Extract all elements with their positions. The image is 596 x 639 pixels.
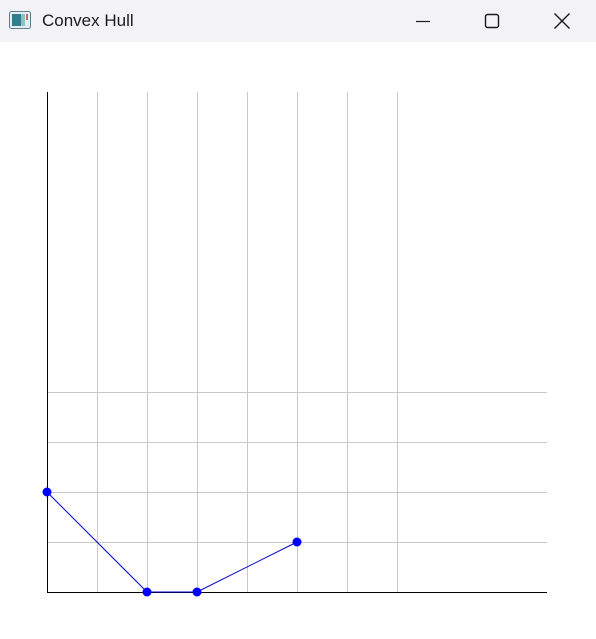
hull-point [192, 587, 202, 597]
title-bar[interactable]: Convex Hull [0, 0, 596, 42]
hull-point [142, 587, 152, 597]
maximize-button[interactable] [457, 0, 527, 42]
axis-layer [47, 92, 547, 593]
grid-layer [47, 92, 547, 592]
minimize-icon [416, 20, 430, 23]
close-icon [554, 13, 570, 29]
window-title: Convex Hull [42, 11, 134, 30]
close-button[interactable] [527, 0, 596, 42]
plot-canvas[interactable] [0, 42, 596, 639]
hull-layer [46, 491, 298, 593]
app-window-icon [9, 11, 31, 29]
hull-point [292, 537, 302, 547]
hull-line [46, 491, 298, 593]
convex-hull-plot [42, 92, 547, 597]
minimize-button[interactable] [388, 0, 458, 42]
maximize-icon [484, 13, 500, 29]
point-layer [42, 487, 302, 597]
hull-point [42, 487, 52, 497]
